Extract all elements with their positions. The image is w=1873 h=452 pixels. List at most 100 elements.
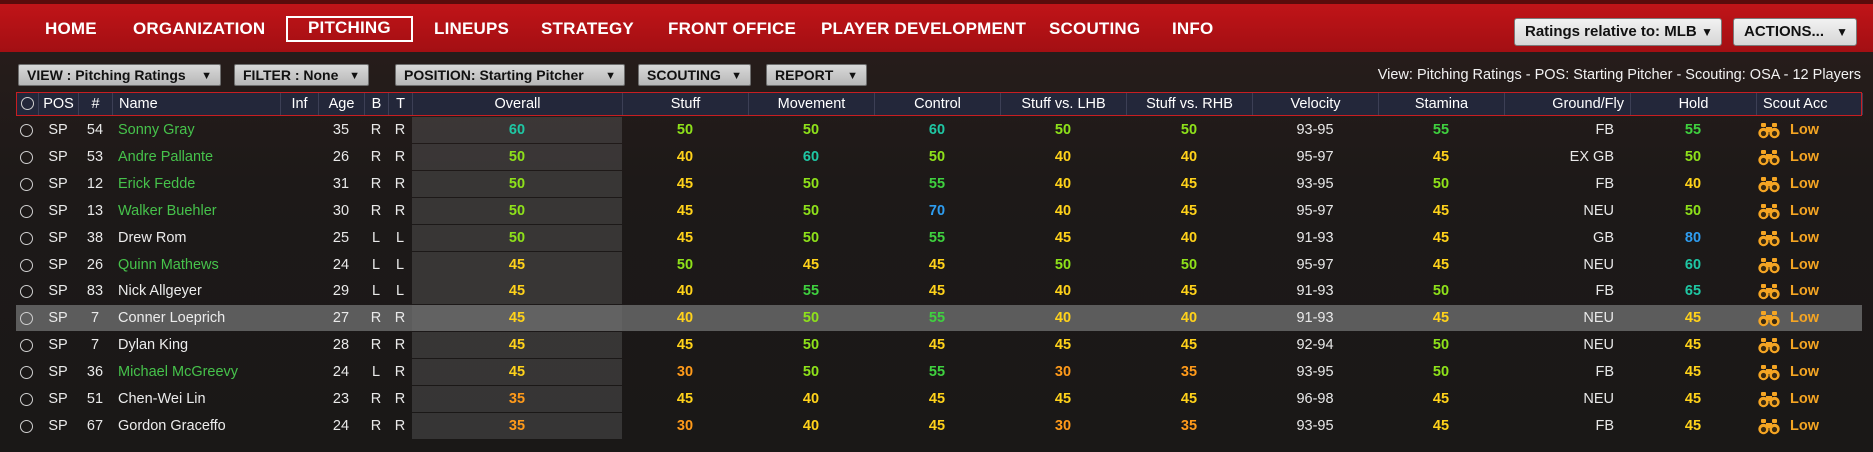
radio-icon <box>21 97 34 110</box>
table-row[interactable]: SP 26 Quinn Mathews 24 L L 45 50 45 45 50 50 95-97 45… <box>16 251 1862 278</box>
table-row[interactable]: SP 53 Andre Pallante 26 R R 50 40 60 50 40 40 95-97 4… <box>16 143 1862 170</box>
column-header-acc[interactable]: Scout Acc <box>1757 93 1863 115</box>
binoculars-icon[interactable] <box>1758 257 1780 273</box>
nav-pitching[interactable]: PITCHING <box>286 16 413 42</box>
table-row[interactable]: SP 12 Erick Fedde 31 R R 50 45 50 55 40 45 93-95 50 FB… <box>16 170 1862 197</box>
column-header-pos[interactable]: POS <box>39 93 79 115</box>
binoculars-icon[interactable] <box>1758 337 1780 354</box>
player-name-link[interactable]: Sonny Gray <box>118 122 195 138</box>
table-row[interactable]: SP 13 Walker Buehler 30 R R 50 45 50 70 40 45 95-97 4… <box>16 197 1862 224</box>
table-row[interactable]: SP 51 Chen-Wei Lin 23 R R 35 45 40 45 45 45 96-98 45 N… <box>16 386 1862 412</box>
column-header-inf[interactable]: Inf <box>281 93 319 115</box>
position-dropdown[interactable]: POSITION: Starting Pitcher ▼ <box>395 64 625 86</box>
t-cell: L <box>395 256 405 273</box>
binoculars-icon[interactable] <box>1758 364 1780 381</box>
column-header-age[interactable]: Age <box>319 93 365 115</box>
radio-icon <box>20 124 33 137</box>
row-select-radio[interactable] <box>16 278 38 304</box>
scouting-dropdown[interactable]: SCOUTING ▼ <box>638 64 751 86</box>
overall-cell-shade <box>412 278 622 305</box>
view-dropdown[interactable]: VIEW : Pitching Ratings ▼ <box>18 64 221 86</box>
row-select-radio[interactable] <box>16 305 38 331</box>
inf-cell <box>280 225 318 251</box>
movement-cell: 50 <box>802 337 820 354</box>
column-header-hold[interactable]: Hold <box>1631 93 1757 115</box>
nav-organization[interactable]: ORGANIZATION <box>133 19 266 38</box>
row-select-radio[interactable] <box>16 171 38 197</box>
row-select-radio[interactable] <box>16 252 38 278</box>
age-cell: 29 <box>332 283 350 300</box>
table-row[interactable]: SP 83 Nick Allgeyer 29 L L 45 40 55 45 40 45 91-93 50… <box>16 278 1862 305</box>
nav-home[interactable]: HOME <box>45 19 97 38</box>
binoculars-icon[interactable] <box>1758 418 1780 435</box>
movement-cell: 50 <box>802 175 820 192</box>
nav-front-office[interactable]: FRONT OFFICE <box>668 19 796 38</box>
actions-dropdown[interactable]: ACTIONS... ▼ <box>1733 18 1857 46</box>
num-cell: 26 <box>86 256 104 273</box>
table-row[interactable]: SP 7 Conner Loeprich 27 R R 45 40 50 55 40 40 91-93 4… <box>16 305 1862 332</box>
player-name-link[interactable]: Drew Rom <box>118 229 187 246</box>
player-name-link[interactable]: Conner Loeprich <box>118 310 226 327</box>
column-header-stuff[interactable]: Stuff <box>623 93 749 115</box>
row-select-radio[interactable] <box>16 413 38 439</box>
radio-icon <box>20 366 33 380</box>
report-dropdown[interactable]: REPORT ▼ <box>766 64 867 86</box>
nav-player-development[interactable]: PLAYER DEVELOPMENT <box>821 19 1027 38</box>
column-header-velocity[interactable]: Velocity <box>1253 93 1379 115</box>
column-header-stamina[interactable]: Stamina <box>1379 93 1505 115</box>
binoculars-icon[interactable] <box>1758 230 1780 246</box>
row-select-radio[interactable] <box>16 117 38 143</box>
select-all-radio[interactable] <box>17 93 39 115</box>
column-header-overall[interactable]: Overall <box>413 93 623 115</box>
player-name-link[interactable]: Andre Pallante <box>118 148 214 165</box>
ratings-relative-dropdown[interactable]: Ratings relative to: MLB ▼ <box>1514 18 1722 46</box>
player-name-link[interactable]: Walker Buehler <box>118 202 217 219</box>
t-cell: R <box>394 175 406 192</box>
filter-dropdown[interactable]: FILTER : None ▼ <box>234 64 369 86</box>
vs-lhb-cell: 40 <box>1054 283 1072 300</box>
movement-cell: 60 <box>802 148 820 165</box>
player-name-link[interactable]: Quinn Mathews <box>118 256 219 273</box>
column-header-vs-rhb[interactable]: Stuff vs. RHB <box>1127 93 1253 115</box>
player-name-link[interactable]: Erick Fedde <box>118 175 196 192</box>
column-header-name[interactable]: Name <box>113 93 281 115</box>
player-name-link[interactable]: Michael McGreevy <box>118 364 239 381</box>
row-select-radio[interactable] <box>16 144 38 170</box>
table-row[interactable]: SP 7 Dylan King 28 R R 45 45 50 45 45 45 92-94 50 NEU 4… <box>16 332 1862 359</box>
binoculars-icon[interactable] <box>1758 283 1780 300</box>
binoculars-icon[interactable] <box>1758 176 1780 192</box>
player-name-link[interactable]: Chen-Wei Lin <box>118 391 206 407</box>
row-select-radio[interactable] <box>16 198 38 224</box>
row-select-radio[interactable] <box>16 359 38 385</box>
stuff-cell: 45 <box>676 229 694 246</box>
player-name-link[interactable]: Dylan King <box>118 337 189 354</box>
nav-lineups[interactable]: LINEUPS <box>434 19 510 38</box>
binoculars-icon[interactable] <box>1758 391 1780 408</box>
binoculars-icon[interactable] <box>1758 149 1780 166</box>
player-name-link[interactable]: Gordon Graceffo <box>118 417 226 434</box>
row-select-radio[interactable] <box>16 386 38 412</box>
column-header-vs-lhb[interactable]: Stuff vs. LHB <box>1001 93 1127 115</box>
control-cell: 45 <box>928 417 946 434</box>
table-row[interactable]: SP 67 Gordon Graceffo 24 R R 35 30 40 45 30 35 93-95… <box>16 412 1862 439</box>
nav-strategy[interactable]: STRATEGY <box>541 19 634 38</box>
table-row[interactable]: SP 38 Drew Rom 25 L L 50 45 50 55 45 40 91-93 45 GB 80 L… <box>16 224 1862 251</box>
column-header-gf[interactable]: Ground/Fly <box>1505 93 1631 115</box>
nav-scouting[interactable]: SCOUTING <box>1049 19 1141 38</box>
binoculars-icon[interactable] <box>1758 203 1780 219</box>
binoculars-icon[interactable] <box>1758 310 1780 327</box>
nav-info[interactable]: INFO <box>1172 19 1214 38</box>
table-row[interactable]: SP 36 Michael McGreevy 24 L R 45 30 50 55 30 35 93-9… <box>16 359 1862 386</box>
column-header-b[interactable]: B <box>365 93 389 115</box>
radio-icon <box>20 258 33 272</box>
b-cell: R <box>370 202 382 219</box>
column-header-num[interactable]: # <box>79 93 113 115</box>
column-header-movement[interactable]: Movement <box>749 93 875 115</box>
player-name-link[interactable]: Nick Allgeyer <box>118 283 202 300</box>
row-select-radio[interactable] <box>16 332 38 358</box>
table-row[interactable]: SP 54 Sonny Gray 35 R R 60 50 50 60 50 50 93-95 55 FB 5… <box>16 117 1862 143</box>
column-header-t[interactable]: T <box>389 93 413 115</box>
binoculars-icon[interactable] <box>1758 122 1780 139</box>
row-select-radio[interactable] <box>16 225 38 251</box>
column-header-control[interactable]: Control <box>875 93 1001 115</box>
